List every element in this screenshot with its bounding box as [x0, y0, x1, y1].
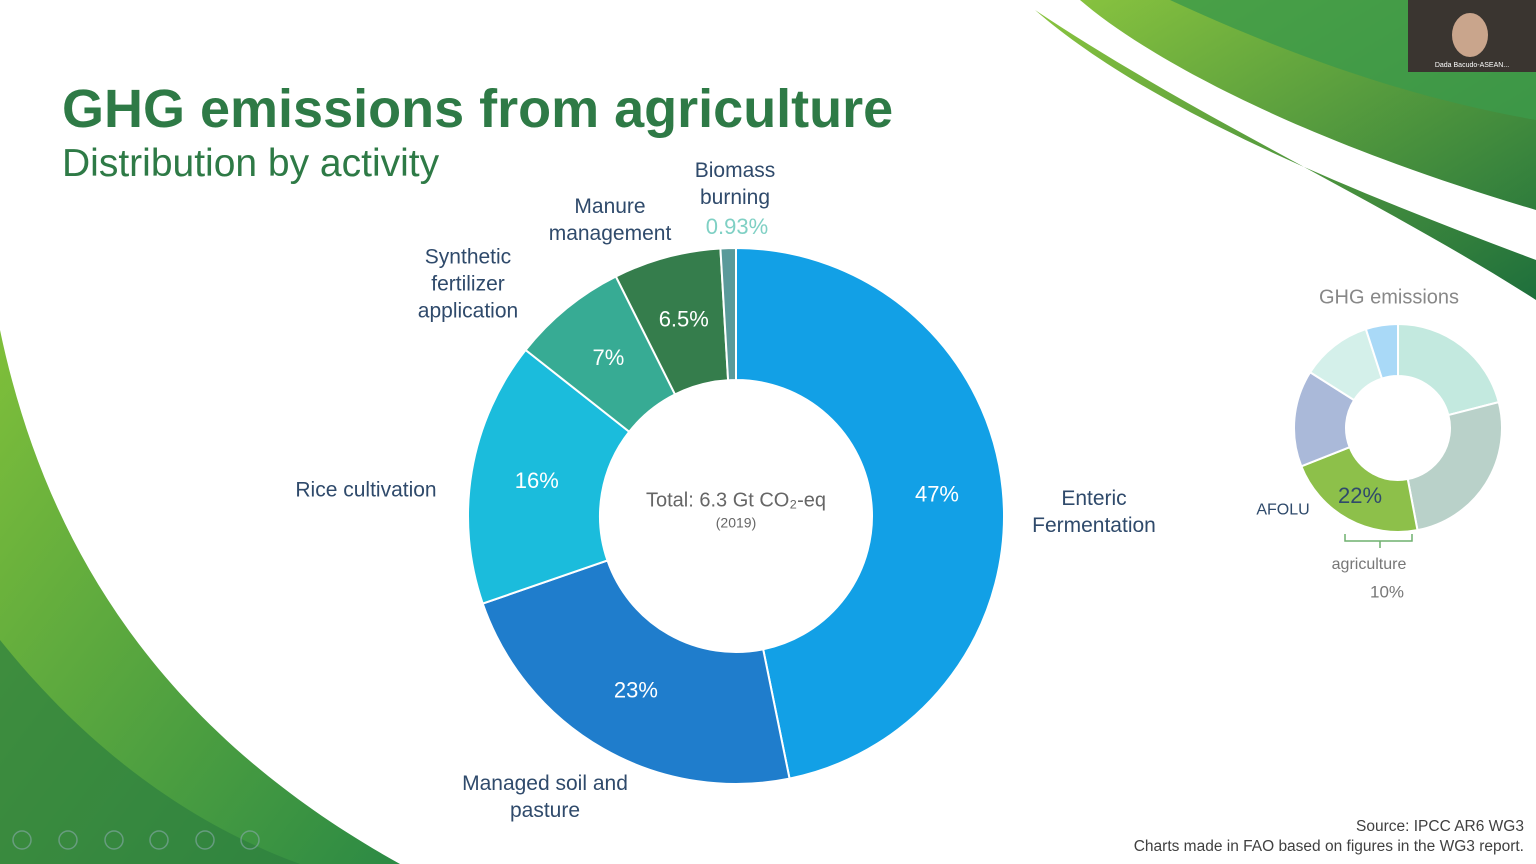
- toolbar-button[interactable]: [58, 830, 78, 850]
- category-label: Manure management: [548, 195, 672, 245]
- category-label: Managed soil and pasture: [462, 772, 628, 822]
- toolbar-button[interactable]: [12, 830, 32, 850]
- annotation-bracket: [1344, 534, 1413, 548]
- value-label: 6.5%: [659, 307, 709, 332]
- webcam-name: Dada Bacudo-ASEAN...: [1435, 62, 1509, 69]
- category-label: Biomass burning: [694, 159, 776, 209]
- webcam: Dada Bacudo-ASEAN...: [1408, 0, 1536, 72]
- value-label: 16%: [515, 468, 559, 493]
- donut-slice: [1300, 445, 1419, 533]
- category-label: Synthetic fertilizer application: [417, 245, 519, 323]
- center-sublabel: (2019): [716, 515, 756, 531]
- category-label: Enteric Fermentation: [1032, 487, 1156, 537]
- category-label: Rice cultivation: [295, 478, 437, 502]
- donut-slice: [1397, 322, 1500, 417]
- toolbar-button[interactable]: [240, 830, 260, 850]
- footnote: Charts made in FAO based on figures in t…: [1133, 838, 1524, 855]
- toolbar-button[interactable]: [195, 830, 215, 850]
- source: Source: IPCC AR6 WG3: [1356, 818, 1524, 835]
- toolbar-button[interactable]: [104, 830, 124, 850]
- value-label: 47%: [915, 482, 959, 507]
- slide-title: GHG emissions from agriculture: [62, 79, 894, 139]
- decor-swoosh: [0, 640, 300, 864]
- value-label: 22%: [1338, 483, 1382, 508]
- annotation-text: agriculture: [1332, 556, 1407, 573]
- value-label: 7%: [592, 345, 624, 370]
- small-chart-title: GHG emissions: [1319, 286, 1459, 308]
- toolbar: [12, 830, 260, 850]
- donut-slice: [1364, 322, 1399, 380]
- decor-swoosh: [0, 330, 400, 864]
- value-label: 23%: [614, 677, 658, 702]
- slide-subtitle: Distribution by activity: [62, 142, 440, 185]
- center-label: Total: 6.3 Gt CO₂-eq: [646, 489, 826, 511]
- donut-slice: [481, 559, 791, 785]
- donut-slice: [467, 348, 631, 605]
- annotation-value: 10%: [1370, 582, 1404, 601]
- donut-slice: [719, 246, 737, 382]
- category-label: AFOLU: [1256, 501, 1310, 519]
- donut-slice: [735, 246, 1005, 780]
- donut-slice: [1406, 400, 1503, 532]
- value-label: 0.93%: [706, 214, 768, 239]
- toolbar-button[interactable]: [149, 830, 169, 850]
